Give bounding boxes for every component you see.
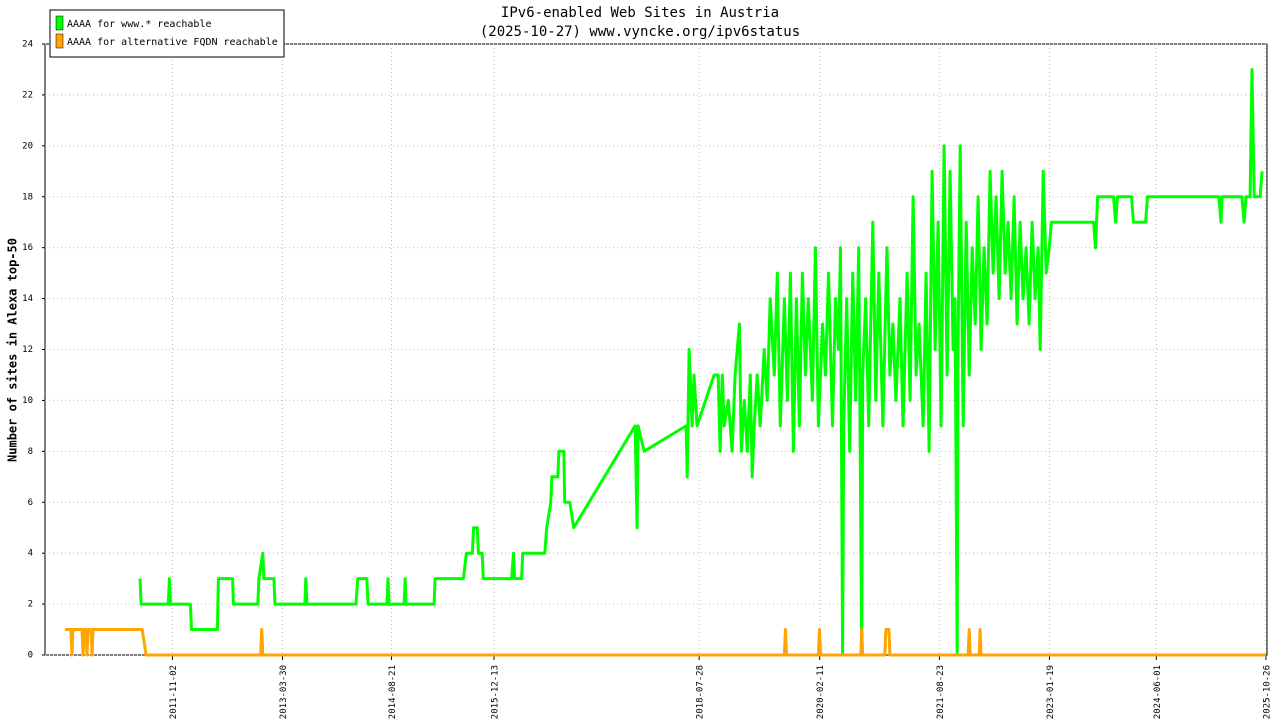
legend-swatch bbox=[55, 15, 64, 31]
x-tick-label: 2015-12-13 bbox=[491, 665, 501, 719]
y-tick-label: 24 bbox=[22, 40, 33, 50]
x-tick-label: 2020-02-11 bbox=[816, 665, 826, 719]
x-tick-label: 2013-03-30 bbox=[279, 665, 289, 719]
x-tick-label: 2023-01-19 bbox=[1046, 665, 1056, 719]
data-line bbox=[64, 628, 1266, 657]
y-tick-label: 22 bbox=[22, 90, 33, 100]
y-tick-label: 2 bbox=[28, 600, 33, 610]
x-tick-label: 2018-07-28 bbox=[696, 665, 706, 719]
y-tick-label: 8 bbox=[28, 447, 33, 457]
legend-label: AAAA for alternative FQDN reachable bbox=[67, 37, 278, 48]
x-tick-label: 2014-08-21 bbox=[388, 665, 398, 719]
x-tick-label: 2021-08-23 bbox=[936, 665, 946, 719]
y-tick-label: 14 bbox=[22, 294, 33, 304]
y-tick-label: 18 bbox=[22, 192, 33, 202]
y-tick-label: 20 bbox=[22, 141, 33, 151]
y-tick-label: 16 bbox=[22, 243, 33, 253]
legend: AAAA for www.* reachable AAAA for alterna… bbox=[49, 9, 285, 58]
x-tick-label: 2025-10-26 bbox=[1262, 665, 1272, 719]
legend-swatch bbox=[55, 33, 64, 49]
x-tick-label: 2024-06-01 bbox=[1153, 665, 1163, 719]
legend-label: AAAA for www.* reachable bbox=[67, 19, 212, 30]
data-line bbox=[138, 68, 1264, 657]
chart-title: IPv6-enabled Web Sites in Austria bbox=[501, 5, 779, 21]
y-tick-label: 0 bbox=[28, 651, 33, 661]
y-tick-label: 4 bbox=[28, 549, 33, 559]
y-tick-label: 12 bbox=[22, 345, 33, 355]
legend-box bbox=[49, 9, 285, 58]
chart-subtitle: (2025-10-27) www.vyncke.org/ipv6status bbox=[480, 24, 800, 40]
y-axis-label: Number of sites in Alexa top-50 bbox=[6, 238, 20, 462]
y-tick-label: 6 bbox=[28, 498, 33, 508]
lines bbox=[64, 68, 1266, 657]
y-tick-label: 10 bbox=[22, 396, 33, 406]
x-tick-label: 2011-11-02 bbox=[169, 665, 179, 719]
